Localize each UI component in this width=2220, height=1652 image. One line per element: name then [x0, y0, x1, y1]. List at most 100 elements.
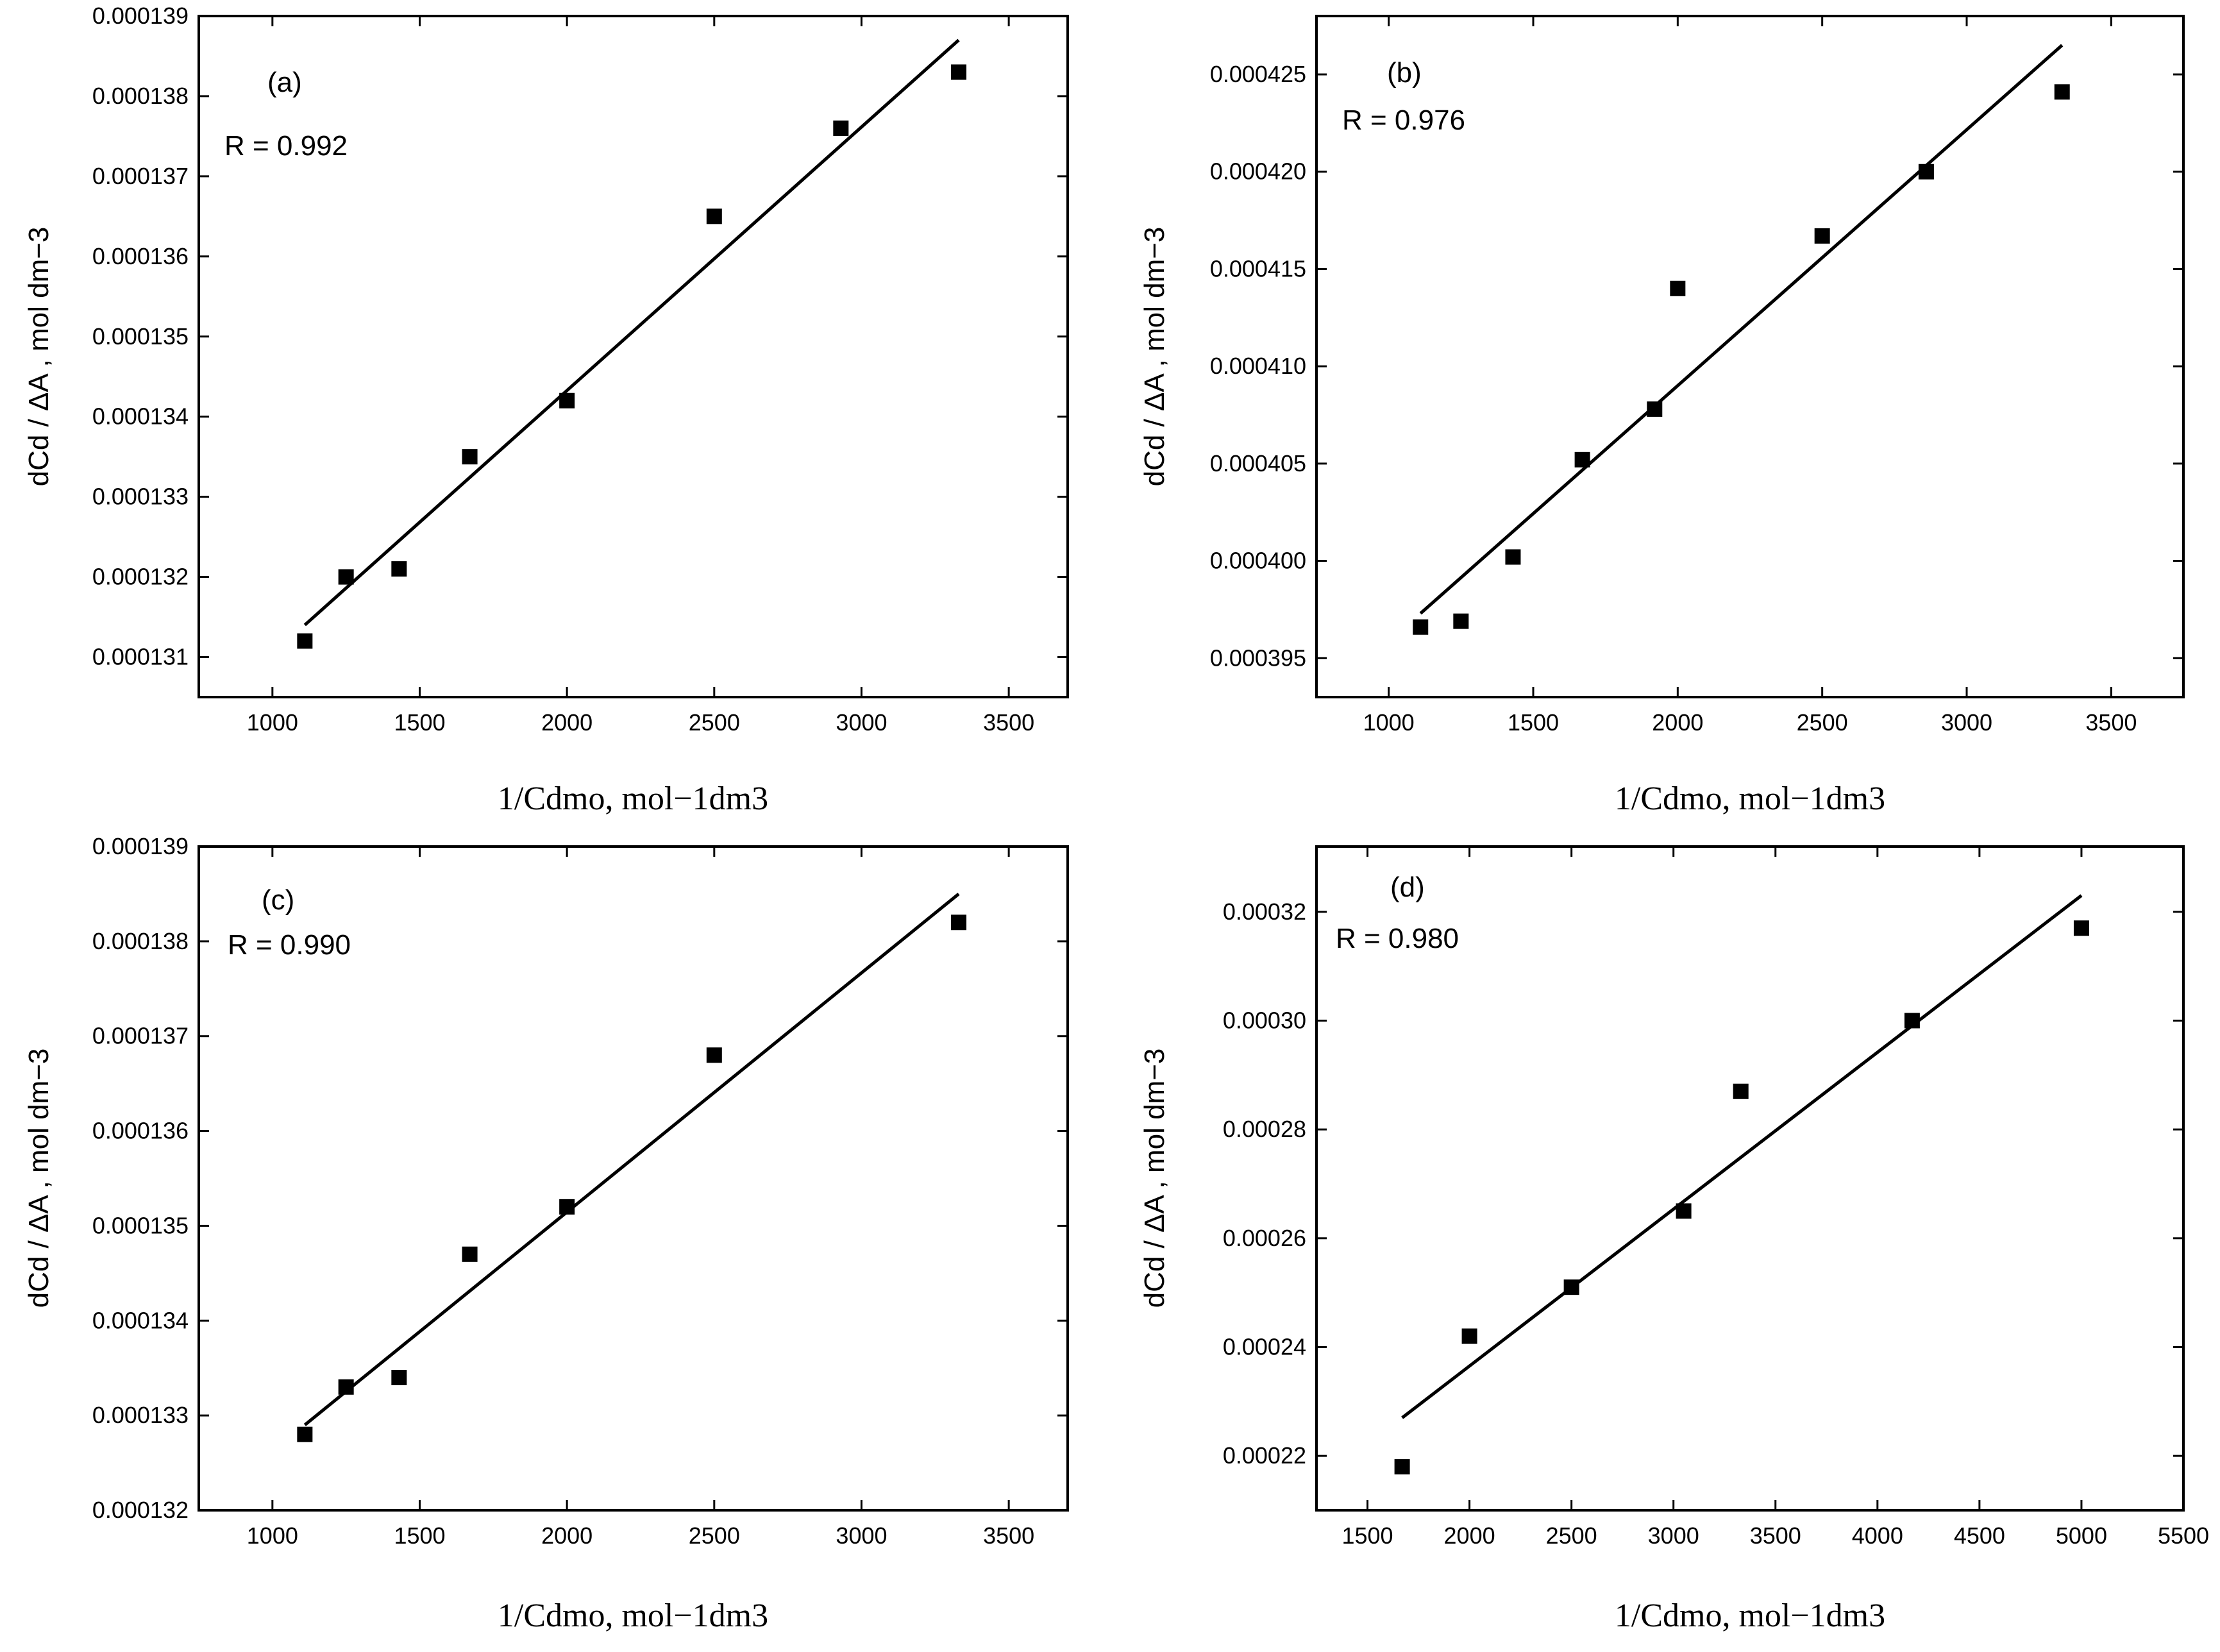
- x-tick-label: 3000: [836, 709, 887, 736]
- x-tick-label: 1500: [394, 709, 445, 736]
- data-point: [2055, 84, 2070, 99]
- x-axis-label: 1/Cdmo, mol−1dm3: [498, 780, 768, 817]
- x-axis-label: 1/Cdmo, mol−1dm3: [498, 1597, 768, 1634]
- x-tick-label: 3500: [983, 709, 1034, 736]
- x-tick-label: 2000: [1444, 1522, 1495, 1549]
- x-tick-label: 5000: [2056, 1522, 2107, 1549]
- y-tick-label: 0.00028: [1223, 1116, 1306, 1142]
- data-point: [1733, 1084, 1749, 1099]
- data-point: [707, 1047, 722, 1063]
- data-point: [1670, 281, 1685, 296]
- y-tick-label: 0.00024: [1223, 1333, 1306, 1360]
- y-tick-label: 0.00030: [1223, 1007, 1306, 1033]
- fit-line: [305, 894, 959, 1425]
- y-axis-label: dCd / ΔA , mol dm−3: [1139, 1049, 1170, 1308]
- data-point: [462, 449, 478, 464]
- y-axis-label: dCd / ΔA , mol dm−3: [23, 1049, 55, 1308]
- data-point: [559, 1199, 575, 1215]
- x-tick-label: 2500: [689, 1522, 740, 1549]
- x-tick-label: 1500: [1341, 1522, 1393, 1549]
- panel-label: (b): [1387, 57, 1422, 88]
- data-point: [1453, 614, 1468, 629]
- y-tick-label: 0.000415: [1210, 255, 1306, 282]
- y-tick-label: 0.00022: [1223, 1442, 1306, 1469]
- y-tick-label: 0.000410: [1210, 353, 1306, 379]
- x-tick-label: 2500: [1797, 709, 1848, 736]
- fit-line: [1402, 895, 2081, 1417]
- r-value: R = 0.980: [1336, 923, 1459, 954]
- data-point: [833, 121, 848, 136]
- x-tick-label: 1000: [1363, 709, 1415, 736]
- y-tick-label: 0.000137: [92, 163, 189, 189]
- figure: 1000 1500 2000 2500 3000 3500 0.000131 0.000132…: [0, 0, 2220, 1652]
- data-point: [339, 569, 354, 585]
- x-tick-label: 3500: [983, 1522, 1034, 1549]
- x-tick-label: 1000: [247, 1522, 298, 1549]
- x-tick-label: 3000: [1648, 1522, 1699, 1549]
- data-point: [391, 1370, 407, 1385]
- x-tick-label: 3000: [1941, 709, 1992, 736]
- data-point: [1564, 1279, 1579, 1295]
- data-point: [462, 1247, 478, 1262]
- x-tick-label: 1500: [1508, 709, 1559, 736]
- x-tick-label: 2000: [1652, 709, 1703, 736]
- y-tick-label: 0.000133: [92, 1402, 189, 1428]
- y-tick-label: 0.000425: [1210, 61, 1306, 87]
- x-tick-label: 1000: [247, 709, 298, 736]
- data-point: [1462, 1329, 1477, 1344]
- axis-ticks: 1000 1500 2000 2500 3000 3500 0.000131 0.000132…: [92, 3, 1068, 736]
- y-tick-label: 0.000138: [92, 928, 189, 954]
- data-point: [297, 634, 312, 649]
- plot-frame: [199, 16, 1068, 697]
- panel-a: 1000 1500 2000 2500 3000 3500 0.000131 0.000132…: [23, 3, 1068, 817]
- data-point: [1575, 452, 1590, 468]
- y-tick-label: 0.000137: [92, 1023, 189, 1049]
- x-tick-label: 2000: [541, 709, 593, 736]
- y-tick-label: 0.000136: [92, 243, 189, 269]
- x-axis-label: 1/Cdmo, mol−1dm3: [1615, 780, 1885, 817]
- y-tick-label: 0.000134: [92, 1307, 189, 1333]
- data-point: [391, 561, 407, 577]
- panel-d: 1500 2000 2500 3000 3500 4000 4500 5000 5500 0.00…: [1139, 847, 2209, 1634]
- data-point: [339, 1379, 354, 1395]
- data-point: [1676, 1203, 1692, 1218]
- data-marks: [297, 40, 966, 648]
- y-tick-label: 0.000400: [1210, 548, 1306, 574]
- panel-label: (c): [262, 884, 294, 916]
- panel-label: (d): [1390, 872, 1425, 903]
- y-tick-label: 0.000131: [92, 644, 189, 670]
- data-marks: [1395, 895, 2089, 1474]
- fit-line: [1420, 46, 2062, 614]
- data-point: [2074, 920, 2089, 936]
- y-tick-label: 0.000136: [92, 1118, 189, 1144]
- panel-b: 1000 1500 2000 2500 3000 3500 0.000395 0.000400…: [1139, 16, 2183, 817]
- y-tick-label: 0.000138: [92, 83, 189, 109]
- x-tick-label: 4000: [1852, 1522, 1903, 1549]
- data-point: [1919, 164, 1934, 180]
- y-axis-label: dCd / ΔA , mol dm−3: [23, 227, 55, 487]
- x-tick-label: 3500: [1750, 1522, 1801, 1549]
- x-tick-label: 4500: [1954, 1522, 2005, 1549]
- y-tick-label: 0.000132: [92, 1497, 189, 1523]
- y-tick-label: 0.00026: [1223, 1225, 1306, 1251]
- x-tick-label: 5500: [2158, 1522, 2209, 1549]
- data-point: [1905, 1013, 1920, 1028]
- x-tick-label: 2500: [689, 709, 740, 736]
- data-marks: [1413, 46, 2069, 635]
- data-point: [1413, 620, 1428, 635]
- x-tick-label: 3000: [836, 1522, 887, 1549]
- y-tick-label: 0.000132: [92, 564, 189, 590]
- data-point: [1815, 228, 1830, 244]
- data-point: [707, 208, 722, 224]
- y-tick-label: 0.000139: [92, 833, 189, 859]
- data-point: [951, 64, 966, 80]
- r-value: R = 0.990: [228, 929, 351, 961]
- y-tick-label: 0.00032: [1223, 898, 1306, 925]
- r-value: R = 0.976: [1342, 105, 1465, 136]
- data-point: [559, 393, 575, 409]
- y-tick-label: 0.000139: [92, 3, 189, 29]
- panel-c: 1000 1500 2000 2500 3000 35000.0001320.000133…: [23, 833, 1068, 1634]
- data-marks: [297, 894, 966, 1442]
- y-axis-label: dCd / ΔA , mol dm−3: [1139, 227, 1170, 487]
- x-axis-label: 1/Cdmo, mol−1dm3: [1615, 1597, 1885, 1634]
